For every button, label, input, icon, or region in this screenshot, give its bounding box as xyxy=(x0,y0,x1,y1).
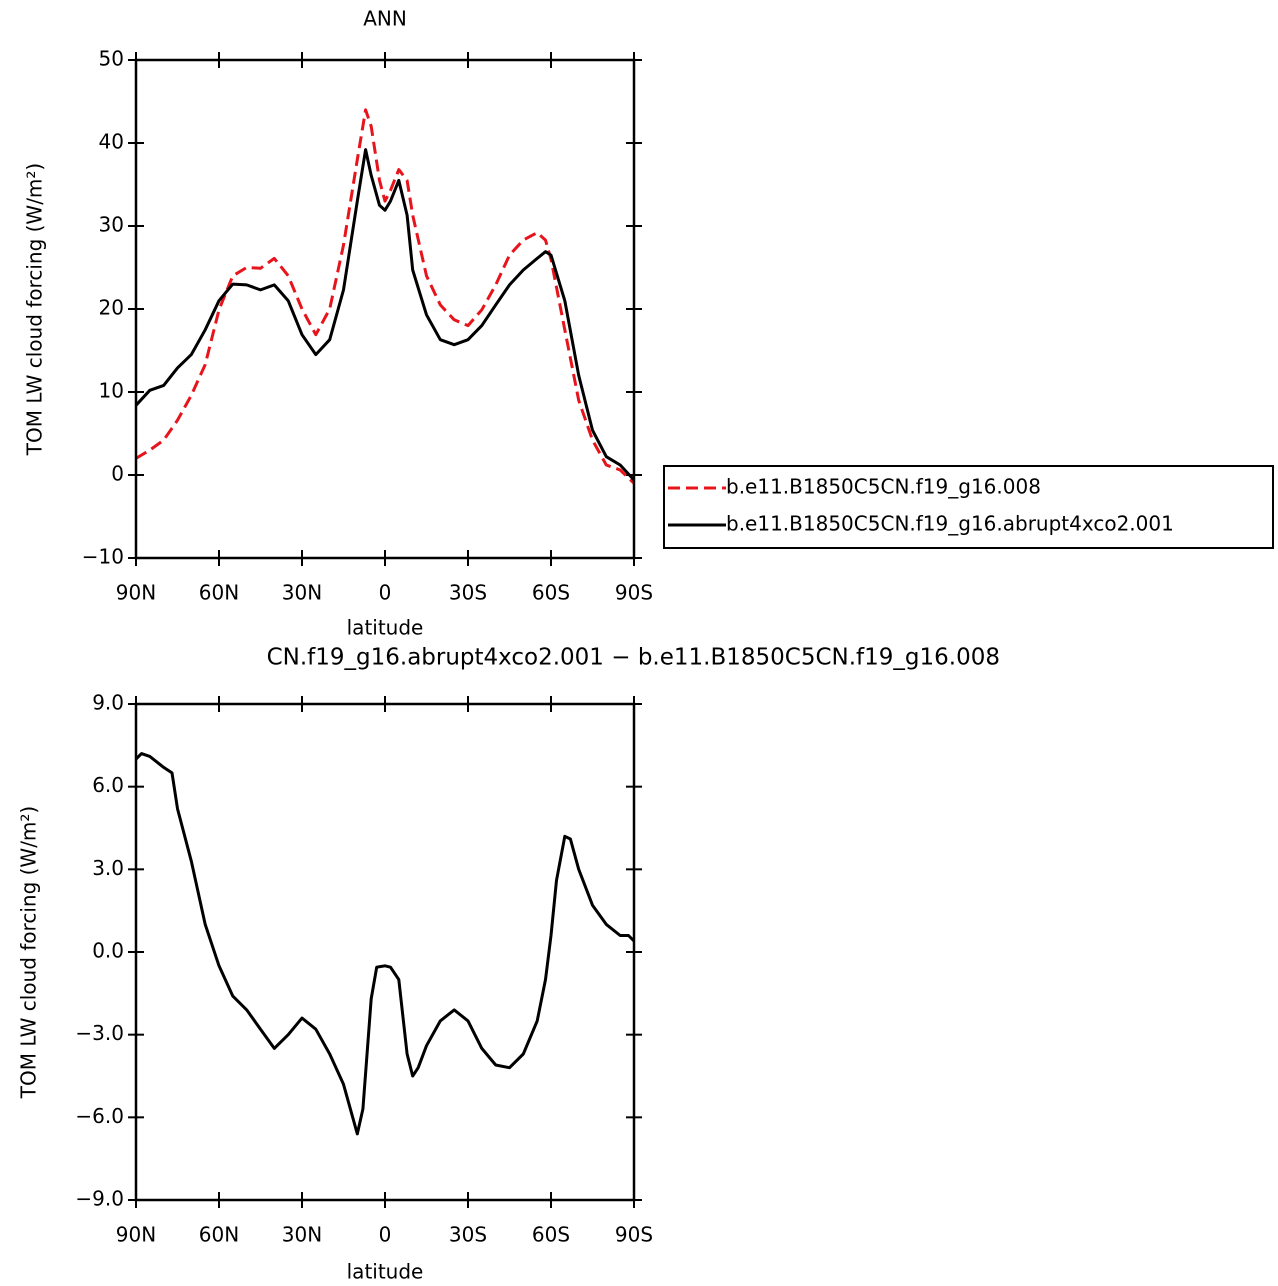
x-tick-label: 90N xyxy=(116,581,156,605)
x-axis-label: latitude xyxy=(347,1260,424,1284)
x-tick-label: 30N xyxy=(282,1223,322,1247)
x-tick-label: 0 xyxy=(379,581,392,605)
x-tick-label: 0 xyxy=(379,1223,392,1247)
x-tick-label: 60S xyxy=(532,581,570,605)
y-tick-label: 3.0 xyxy=(92,856,124,880)
chart-title: CN.f19_g16.abrupt4xco2.001 − b.e11.B1850… xyxy=(267,645,1000,671)
y-tick-label: −10 xyxy=(82,545,124,569)
plot-frame xyxy=(134,58,636,560)
y-tick-label: −6.0 xyxy=(75,1104,124,1128)
x-tick-label: 90S xyxy=(615,1223,653,1247)
x-tick-label: 30N xyxy=(282,581,322,605)
y-tick-label: 20 xyxy=(99,296,124,320)
legend-label: b.e11.B1850C5CN.f19_g16.008 xyxy=(726,475,1041,499)
x-tick-label: 60S xyxy=(532,1223,570,1247)
x-tick-label: 30S xyxy=(449,1223,487,1247)
data-line xyxy=(134,752,636,1136)
y-tick-label: 9.0 xyxy=(92,691,124,715)
y-tick-label: 6.0 xyxy=(92,773,124,797)
plot-frame xyxy=(134,702,636,1202)
y-axis-label: TOM LW cloud forcing (W/m²) xyxy=(17,806,41,1100)
y-tick-label: 50 xyxy=(99,47,124,71)
x-tick-label: 90S xyxy=(615,581,653,605)
chart-title: ANN xyxy=(363,7,407,31)
y-tick-label: 30 xyxy=(99,213,124,237)
data-line xyxy=(134,148,636,482)
legend-label: b.e11.B1850C5CN.f19_g16.abrupt4xco2.001 xyxy=(726,512,1174,536)
data-line xyxy=(135,108,636,485)
x-tick-label: 30S xyxy=(449,581,487,605)
y-tick-label: 0 xyxy=(111,462,124,486)
y-tick-label: −3.0 xyxy=(75,1021,124,1045)
y-tick-label: 40 xyxy=(99,130,124,154)
y-tick-label: 10 xyxy=(99,379,124,403)
x-tick-label: 60N xyxy=(199,1223,239,1247)
y-tick-label: 0.0 xyxy=(92,939,124,963)
x-tick-label: 90N xyxy=(116,1223,156,1247)
legend-box xyxy=(663,465,1274,549)
x-axis-label: latitude xyxy=(347,616,424,640)
y-axis-label: TOM LW cloud forcing (W/m²) xyxy=(23,163,47,457)
y-tick-label: −9.0 xyxy=(75,1187,124,1211)
x-tick-label: 60N xyxy=(199,581,239,605)
